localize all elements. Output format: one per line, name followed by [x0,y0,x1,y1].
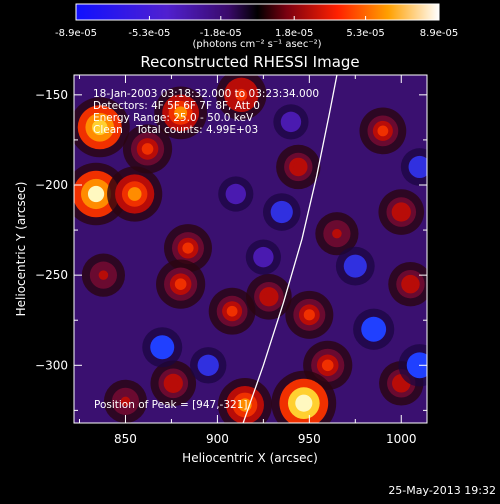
heatmap-blob-core [343,254,367,278]
heatmap-blob-core [361,316,387,342]
x-tick-label: 1000 [386,432,417,446]
annotation-time-range: 18-Jan-2003 03:18:32.000 to 03:23:34.000 [93,88,319,100]
footer-date: 25-May-2013 19:32 [388,484,496,497]
annotation-peak-position: Position of Peak = [947,-321] [94,399,248,411]
plot-frame [73,74,428,424]
colorbar-tick-label: 8.9e-05 [420,28,458,39]
y-axis-ticks: −150 −200 −250 −300 [35,88,427,411]
heatmap-blob-core [253,246,274,268]
colorbar-tick-label: -1.8e-05 [200,28,242,39]
heatmap-blob-core [303,309,315,321]
heatmap-blob-core [174,106,188,120]
colorbar-tick-label: -5.3e-05 [128,28,170,39]
heatmap-blob-core [150,335,175,360]
solar-limb-line [242,75,338,423]
heatmap-blob-core [120,396,131,407]
image-layer [74,75,427,423]
y-tick-label: −300 [35,358,68,372]
colorbar-tick-label: -8.9e-05 [55,28,97,39]
heatmap-blob-core [92,119,108,135]
y-tick-label: −200 [35,178,68,192]
x-tick-label: 900 [206,432,229,446]
y-tick-label: −150 [35,88,68,102]
heatmap-blob-core [182,242,194,254]
colorbar-tick-label: 5.3e-05 [346,28,384,39]
annotation-energy-range: Energy Range: 25.0 - 50.0 keV [93,112,254,124]
heatmap-blob-core [197,354,219,376]
heatmap-blob-core [377,125,389,137]
colorbar [75,3,440,21]
heatmap-blob-core [406,352,427,379]
heatmap-blob-core [396,378,407,389]
heatmap-blob-core [235,88,248,101]
heatmap-blob-core [263,291,275,302]
heatmap-blob-core [87,185,105,203]
heatmap-blob-core [226,305,238,317]
heatmap-blob-core [396,206,407,218]
x-axis-label: Heliocentric X (arcsec) [182,451,318,465]
heatmap-blob-core [295,394,313,412]
annotation-clean-counts: Clean Total counts: 4.99E+03 [93,124,258,136]
heatmap-blob-core [225,183,246,205]
x-tick-label: 850 [114,432,137,446]
colorbar-unit-label: (photons cm⁻² s⁻¹ asec⁻²) [192,39,321,50]
heatmap-blob-core [141,143,154,155]
heatmap-blob-core [321,359,334,372]
heatmap-blob-core [98,270,109,280]
y-axis-label: Heliocentric Y (arcsec) [14,182,28,317]
heatmap-blob-core [293,161,304,172]
chart-title: Reconstructed RHESSI Image [140,53,359,71]
heatmap-blob-core [405,279,416,290]
heatmap-blob-core [280,111,302,133]
colorbar-ticks: -8.9e-05 -5.3e-05 -1.8e-05 1.8e-05 5.3e-05 8.… [55,16,458,39]
x-tick-label: 950 [298,432,321,446]
annotation-detectors: Detectors: 4F 5F 6F 7F 8F, Att 0 [93,100,260,112]
y-tick-label: −250 [35,268,68,282]
heatmap-blob-core [174,278,187,290]
heatmap-blob-core [332,228,342,239]
heatmap-blob-core [127,187,142,201]
heatmap-blob-core [168,378,179,389]
heatmap-blob-core [408,155,427,179]
heatmap-blob-core [270,200,293,224]
colorbar-tick-label: 1.8e-05 [275,28,313,39]
x-axis-ticks: 850 900 950 1000 [79,75,417,446]
